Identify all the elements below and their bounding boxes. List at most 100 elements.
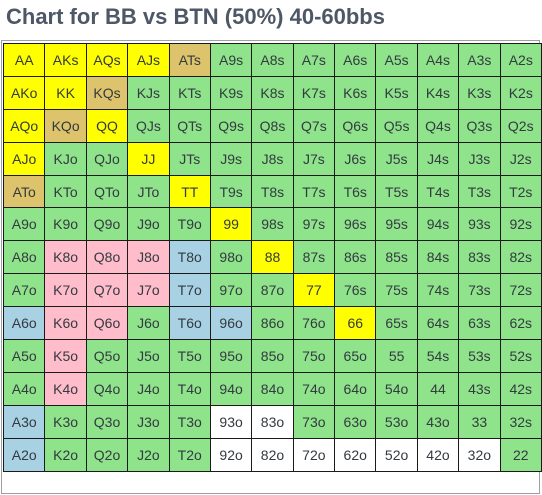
hand-cell: J9s bbox=[209, 141, 253, 176]
hand-cell: J5o bbox=[127, 339, 170, 373]
hand-cell: KTo bbox=[44, 174, 87, 209]
hand-cell: 76s bbox=[334, 273, 377, 308]
grid-row: AQo KQo QQ QJs QTs Q9s Q8s Q7s Q6s Q5s Q4s Q3s Q2s bbox=[2, 108, 542, 143]
hand-cell: Q8s bbox=[251, 108, 294, 143]
hand-cell: Q4o bbox=[85, 371, 129, 406]
hand-cell: 54o bbox=[375, 371, 418, 406]
hand-cell: 74s bbox=[416, 273, 460, 308]
hand-cell: A8o bbox=[2, 240, 46, 275]
hand-cell: 65o bbox=[334, 339, 377, 373]
hand-cell: 97s bbox=[292, 207, 336, 242]
grid-row: A2o K2o Q2o J2o T2o 92o 82o 72o 62o 52o 42o 32o 22 bbox=[2, 437, 542, 472]
hand-cell: 92o bbox=[209, 437, 253, 472]
hand-cell: K6o bbox=[44, 306, 87, 341]
hand-cell: 83o bbox=[251, 404, 294, 439]
hand-cell: AJs bbox=[127, 43, 170, 77]
grid-row: A8o K8o Q8o J8o T8o 98o 88 87s 86s 85s 84s 83s 82s bbox=[2, 240, 542, 275]
hand-cell: KTs bbox=[168, 75, 211, 110]
hand-cell: 63o bbox=[334, 404, 377, 439]
hand-cell: T3o bbox=[168, 404, 211, 439]
hand-cell: 73o bbox=[292, 404, 336, 439]
hand-cell: J9o bbox=[127, 207, 170, 242]
hand-cell: KK bbox=[44, 75, 87, 110]
hand-cell: AJo bbox=[2, 141, 46, 176]
grid-row: AKo KK KQs KJs KTs K9s K8s K7s K6s K5s K4s K3s K2s bbox=[2, 75, 542, 110]
hand-cell: J7o bbox=[127, 273, 170, 308]
hand-cell: 66 bbox=[334, 306, 377, 341]
hand-cell: J2o bbox=[127, 437, 170, 472]
hand-cell: AQo bbox=[2, 108, 46, 143]
hand-cell: J7s bbox=[292, 141, 336, 176]
page-title: Chart for BB vs BTN (50%) 40-60bbs bbox=[6, 4, 385, 29]
hand-cell: 33 bbox=[458, 404, 501, 439]
hand-cell: 43o bbox=[416, 404, 460, 439]
hand-cell: T2o bbox=[168, 437, 211, 472]
hand-cell: Q3o bbox=[85, 404, 129, 439]
hand-cell: 82s bbox=[499, 240, 542, 275]
hand-cell: 62o bbox=[334, 437, 377, 472]
hand-cell: A2o bbox=[2, 437, 46, 472]
hand-cell: QTo bbox=[85, 174, 129, 209]
hand-cell: 93o bbox=[209, 404, 253, 439]
hand-cell: J2s bbox=[499, 141, 542, 176]
hand-cell: 98o bbox=[209, 240, 253, 275]
hand-cell: K4s bbox=[416, 75, 460, 110]
hand-cell: J6o bbox=[127, 306, 170, 341]
hand-cell: KQo bbox=[44, 108, 87, 143]
hand-cell: AQs bbox=[85, 43, 129, 77]
hand-cell: QJo bbox=[85, 141, 129, 176]
hand-cell: 92s bbox=[499, 207, 542, 242]
hand-cell: 87o bbox=[251, 273, 294, 308]
hand-cell: 22 bbox=[499, 437, 542, 472]
grid-row: ATo KTo QTo JTo TT T9s T8s T7s T6s T5s T4s T3s T2s bbox=[2, 174, 542, 209]
hand-cell: A4s bbox=[416, 43, 460, 77]
hand-cell: T7o bbox=[168, 273, 211, 308]
hand-cell: QTs bbox=[168, 108, 211, 143]
hand-cell: J5s bbox=[375, 141, 418, 176]
hand-cell: 74o bbox=[292, 371, 336, 406]
hand-cell: 63s bbox=[458, 306, 501, 341]
hand-cell: 86s bbox=[334, 240, 377, 275]
hand-cell: 84o bbox=[251, 371, 294, 406]
hand-cell: A5o bbox=[2, 339, 46, 373]
hand-cell: KJs bbox=[127, 75, 170, 110]
hand-cell: 53o bbox=[375, 404, 418, 439]
grid-row: A7o K7o Q7o J7o T7o 97o 87o 77 76s 75s 74s 73s 72s bbox=[2, 273, 542, 308]
hand-cell: Q9o bbox=[85, 207, 129, 242]
hand-cell: 97o bbox=[209, 273, 253, 308]
hand-cell: K8s bbox=[251, 75, 294, 110]
hand-cell: 94o bbox=[209, 371, 253, 406]
hand-cell: 99 bbox=[209, 207, 253, 242]
hand-cell: Q2s bbox=[499, 108, 542, 143]
hand-cell: Q5o bbox=[85, 339, 129, 373]
hand-cell: K2s bbox=[499, 75, 542, 110]
hand-cell: J4s bbox=[416, 141, 460, 176]
hand-cell: A7s bbox=[292, 43, 336, 77]
hand-cell: Q3s bbox=[458, 108, 501, 143]
hand-cell: J3o bbox=[127, 404, 170, 439]
hand-cell: T6s bbox=[334, 174, 377, 209]
hand-cell: A5s bbox=[375, 43, 418, 77]
hand-cell: Q7o bbox=[85, 273, 129, 308]
hand-cell: AA bbox=[2, 43, 46, 77]
hand-cell: 84s bbox=[416, 240, 460, 275]
hand-cell: T6o bbox=[168, 306, 211, 341]
hand-cell: 87s bbox=[292, 240, 336, 275]
hand-cell: 95s bbox=[375, 207, 418, 242]
hand-cell: K5s bbox=[375, 75, 418, 110]
hand-cell: QJs bbox=[127, 108, 170, 143]
hand-cell: 54s bbox=[416, 339, 460, 373]
hand-cell: T4o bbox=[168, 371, 211, 406]
hand-cell: A8s bbox=[251, 43, 294, 77]
hand-cell: 88 bbox=[251, 240, 294, 275]
hand-cell: 73s bbox=[458, 273, 501, 308]
hand-cell: 42s bbox=[499, 371, 542, 406]
hand-cell: JTs bbox=[168, 141, 211, 176]
hand-cell: KQs bbox=[85, 75, 129, 110]
hand-cell: JTo bbox=[127, 174, 170, 209]
hand-cell: T8o bbox=[168, 240, 211, 275]
hand-cell: Q5s bbox=[375, 108, 418, 143]
hand-cell: T8s bbox=[251, 174, 294, 209]
hand-cell: Q6s bbox=[334, 108, 377, 143]
hand-cell: Q8o bbox=[85, 240, 129, 275]
